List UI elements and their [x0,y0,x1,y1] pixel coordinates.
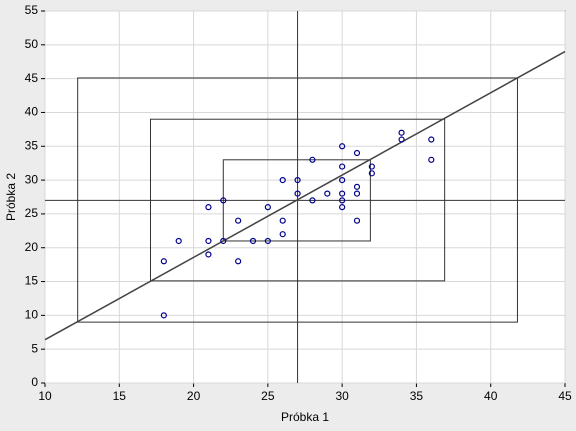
point [294,190,301,197]
point [235,217,242,224]
point [339,143,346,150]
point [205,237,212,245]
point [294,176,301,184]
point [309,197,316,204]
point [309,156,316,163]
point [279,176,286,184]
x-tick-label: 40 [484,389,498,403]
x-axis-label: Próbka 1 [281,410,329,424]
point [428,156,435,163]
point [220,237,227,245]
point [324,190,331,197]
point [264,237,271,245]
point [339,176,346,184]
y-tick-label: 55 [25,3,39,17]
point [339,197,346,204]
plot-area [44,10,566,384]
x-tick-label: 15 [113,389,127,403]
y-tick-label: 15 [25,274,39,288]
point [398,129,405,136]
point [279,231,286,238]
y-tick-label: 25 [25,206,39,220]
y-tick-label: 40 [25,105,39,119]
x-tick-label: 45 [558,389,572,403]
point [160,258,167,265]
point [428,136,435,143]
y-tick-label: 0 [31,375,38,389]
point [175,237,182,245]
x-tick-label: 20 [187,389,201,403]
point [368,170,375,177]
point [353,149,361,157]
point [368,163,375,170]
point [279,217,286,224]
x-tick-label: 10 [38,389,52,403]
point [249,237,257,245]
point [353,190,361,197]
fit-line [44,50,566,341]
point [264,204,271,211]
point [353,183,361,190]
point [220,197,227,204]
x-tick-label: 25 [261,389,275,403]
point [353,217,361,224]
point [235,258,242,265]
point [205,204,212,211]
x-tick-label: 35 [410,389,424,403]
y-tick-label: 35 [25,138,39,152]
y-tick-label: 50 [25,37,39,51]
point [339,190,346,197]
point [160,312,167,319]
x-tick-label: 30 [335,389,349,403]
y-tick-label: 45 [25,71,39,85]
y-tick-label: 10 [25,308,39,322]
point [398,136,405,143]
y-tick-label: 30 [25,172,39,186]
y-tick-label: 20 [25,240,39,254]
y-axis-label: Próbka 2 [4,173,18,221]
point [339,163,346,170]
point [205,251,212,258]
y-tick-label: 5 [31,341,38,355]
point [339,204,346,211]
